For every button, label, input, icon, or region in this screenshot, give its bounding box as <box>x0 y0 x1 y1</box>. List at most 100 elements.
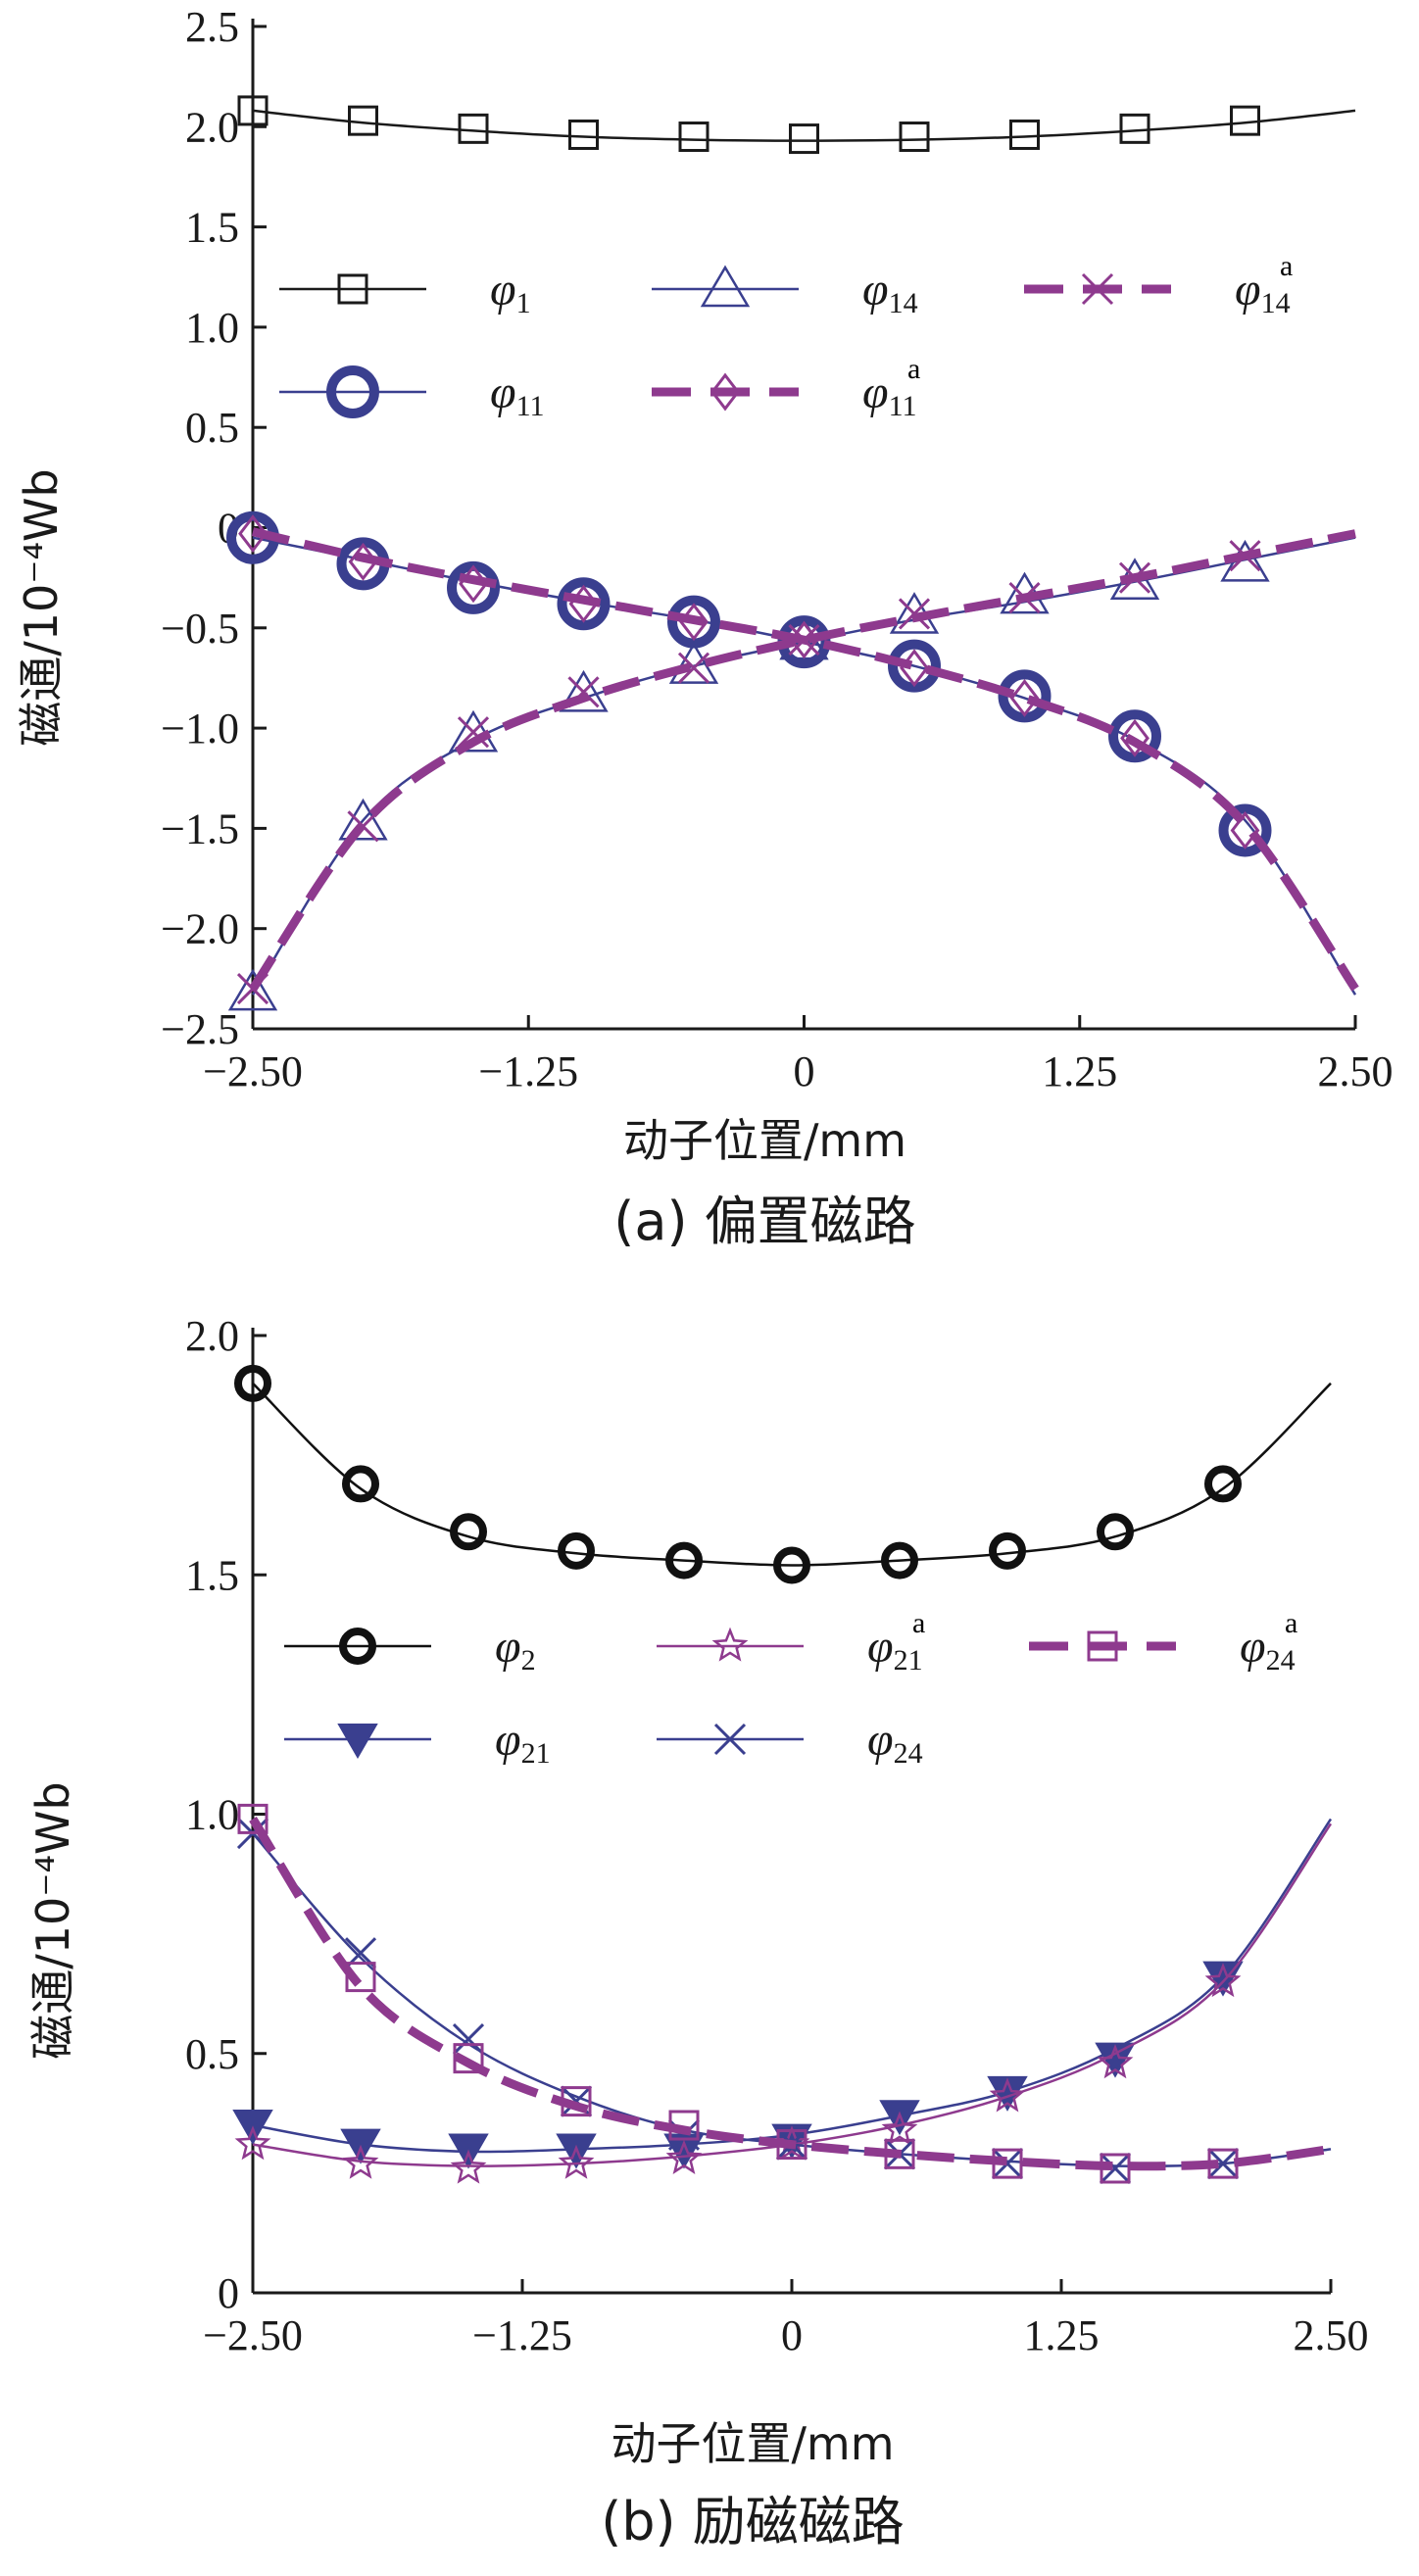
data-point <box>1009 119 1040 150</box>
data-point <box>989 2077 1026 2113</box>
data-point <box>459 564 488 604</box>
data-point <box>789 123 819 155</box>
data-point <box>678 122 710 153</box>
x-axis-label: 动子位置/mm <box>611 2417 894 2470</box>
series-line <box>249 529 1356 992</box>
series-φ11a <box>238 514 1359 992</box>
data-point <box>992 2148 1023 2179</box>
legend-item: φ14 <box>652 264 918 319</box>
x-tick-label: 1.25 <box>1024 2311 1100 2359</box>
series-line <box>252 109 1356 142</box>
legend-marker <box>1081 272 1114 306</box>
chart-panel-a: 2.5 2.0 1.5 1.0 0.5 0 −0.5 −1.0 −1.5 −2.0 −2.5−2.5… <box>15 3 1394 1252</box>
data-point <box>236 973 269 1005</box>
series-φ11 <box>226 510 1357 996</box>
y-tick-label: −2.5 <box>161 1005 239 1053</box>
y-tick-label: 1.5 <box>185 1551 239 1599</box>
data-point <box>1108 709 1161 763</box>
legend-item: φ2 <box>284 1621 536 1677</box>
legend-subscript: 21 <box>521 1737 551 1770</box>
data-point <box>457 716 490 749</box>
legend-label: φ14 <box>862 264 918 319</box>
legend-marker <box>337 273 368 305</box>
data-point <box>1009 678 1040 717</box>
legend-subscript: 14 <box>889 287 918 319</box>
x-tick-label: 0 <box>781 2311 803 2359</box>
data-point <box>568 584 599 623</box>
x-tick-label: 2.50 <box>1318 1047 1394 1095</box>
y-tick-label: −1.0 <box>161 705 239 753</box>
y-tick-label: −0.5 <box>161 605 239 653</box>
data-point <box>348 542 378 581</box>
data-point <box>238 514 268 554</box>
data-point <box>1206 2148 1240 2180</box>
data-point <box>776 2129 807 2161</box>
series-φ2 <box>234 1364 1332 1584</box>
data-point <box>998 669 1052 723</box>
legend-superscript: a <box>912 1607 925 1639</box>
figure-caption: (a) 偏置磁路 <box>613 1191 915 1252</box>
data-point <box>888 639 941 693</box>
series-line <box>249 1816 1332 2171</box>
data-point <box>989 1531 1026 1570</box>
data-point <box>1097 1513 1134 1551</box>
data-point <box>1204 1963 1242 1998</box>
data-point <box>450 1513 487 1551</box>
x-tick-label: −2.50 <box>203 2311 303 2359</box>
series-φ24a <box>237 1803 1332 2184</box>
data-point <box>348 105 378 136</box>
y-tick-label: 1.5 <box>185 204 239 252</box>
data-point <box>452 2023 485 2056</box>
legend-subscript: 11 <box>516 390 545 422</box>
data-point <box>557 577 611 631</box>
data-point <box>1204 1465 1242 1503</box>
data-point <box>679 603 709 642</box>
legend-item: φ1 <box>279 264 531 319</box>
legend-subscript: 24 <box>1266 1644 1296 1677</box>
x-tick-label: 1.25 <box>1042 1047 1117 1095</box>
data-point <box>237 95 269 126</box>
data-point <box>677 652 710 684</box>
series-line <box>251 527 1359 992</box>
legend-label: φ2 <box>495 1621 536 1677</box>
series-φ14a <box>236 529 1356 1005</box>
legend-label: φ11 <box>490 366 544 422</box>
legend-label: φ1 <box>490 264 531 319</box>
series-line <box>251 536 1356 996</box>
data-point <box>1119 113 1150 144</box>
data-point <box>1207 2148 1239 2179</box>
data-point <box>665 2139 703 2174</box>
legend-subscript: 1 <box>516 287 531 319</box>
y-tick-label: 1.0 <box>185 1791 239 1839</box>
data-point <box>234 1364 271 1402</box>
data-point <box>884 2138 915 2169</box>
data-point <box>881 1541 918 1580</box>
legend-marker <box>339 1628 376 1665</box>
series-line <box>252 1818 1333 2154</box>
y-tick-label: −1.5 <box>161 804 239 852</box>
data-point <box>1120 718 1150 757</box>
legend-subscript: 24 <box>894 1737 923 1770</box>
legend-subscript: 11 <box>889 390 917 422</box>
y-tick-label: 2.5 <box>185 3 239 51</box>
figure-caption: (b) 励磁磁路 <box>601 2491 905 2552</box>
legend-marker <box>700 265 751 308</box>
x-tick-label: −2.50 <box>203 1047 303 1095</box>
data-point <box>227 968 278 1011</box>
legend-item: φ24 <box>657 1714 923 1770</box>
data-point <box>338 798 388 841</box>
data-point <box>447 560 500 614</box>
data-point <box>345 1962 376 1993</box>
data-point <box>899 122 930 153</box>
data-point <box>237 1803 269 1834</box>
data-point <box>567 676 600 708</box>
data-point <box>881 2111 918 2146</box>
data-point <box>1095 2042 1136 2078</box>
